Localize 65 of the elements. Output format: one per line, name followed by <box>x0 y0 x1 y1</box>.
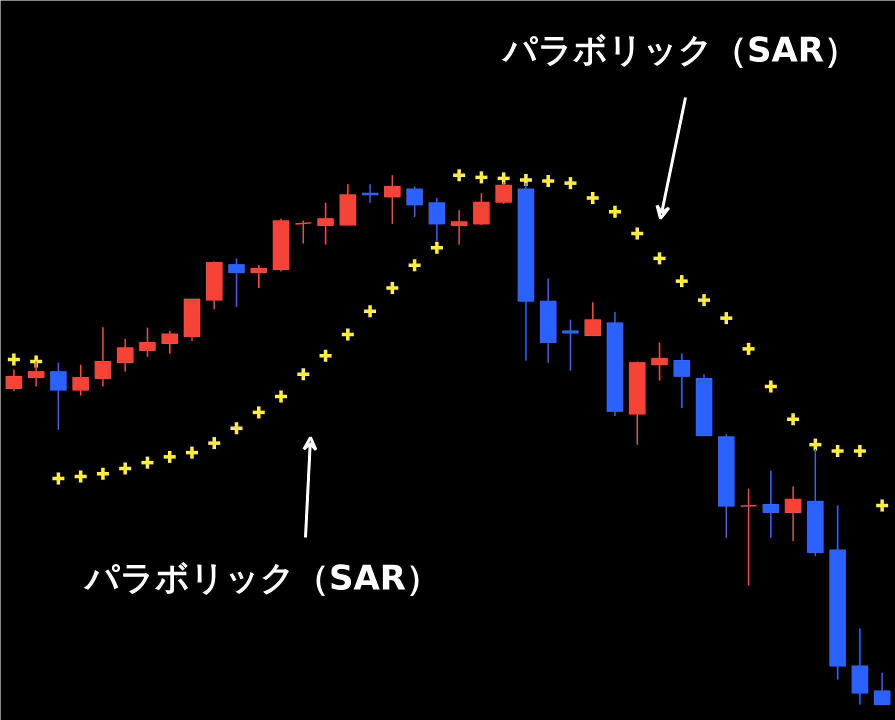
point <box>162 449 178 465</box>
point <box>95 466 111 482</box>
point <box>474 170 490 186</box>
point <box>362 304 378 320</box>
candlestick <box>362 183 378 204</box>
point <box>140 454 156 470</box>
point <box>763 378 779 394</box>
point <box>50 470 66 486</box>
candlestick <box>784 486 802 542</box>
point <box>384 280 400 296</box>
point <box>318 348 334 364</box>
point <box>652 250 668 266</box>
point <box>584 190 600 206</box>
point <box>518 172 534 188</box>
point <box>830 443 846 459</box>
candlestick <box>562 318 579 372</box>
candlestick <box>384 174 401 225</box>
point <box>696 292 712 308</box>
point <box>674 273 690 289</box>
candlestick <box>651 342 668 382</box>
point <box>340 326 356 342</box>
point <box>429 240 445 256</box>
candlestick <box>72 364 89 396</box>
point <box>451 167 467 183</box>
point <box>718 310 734 326</box>
candlestick <box>250 264 268 289</box>
candlestick <box>740 488 758 586</box>
point <box>808 436 824 452</box>
candlestick <box>473 192 490 226</box>
point <box>206 435 222 451</box>
point <box>874 498 890 514</box>
point <box>607 204 623 220</box>
point <box>6 352 22 368</box>
point <box>852 443 868 459</box>
point <box>629 226 645 242</box>
candlestick <box>450 209 468 246</box>
candlestick <box>294 220 312 244</box>
point <box>251 404 267 420</box>
point <box>117 460 133 476</box>
point <box>496 170 512 186</box>
point <box>562 175 578 191</box>
point <box>540 173 556 189</box>
candlestick <box>161 330 178 354</box>
candlestick <box>94 326 112 388</box>
candlestick <box>6 368 22 392</box>
text: パラボリック（SAR） <box>501 30 858 70</box>
candlestick <box>139 326 156 358</box>
candlestick <box>116 338 134 372</box>
point <box>273 388 289 404</box>
candlestick <box>228 258 245 308</box>
point <box>228 420 244 436</box>
candlestick <box>762 470 780 539</box>
annotation: パラボリック（SAR） <box>83 558 440 598</box>
point <box>296 366 312 382</box>
point <box>785 412 801 428</box>
candlestick <box>50 362 67 431</box>
point <box>72 468 88 484</box>
candlestick <box>317 202 334 246</box>
point <box>406 257 422 273</box>
candlestick <box>406 186 423 218</box>
point <box>740 341 756 357</box>
candlestick <box>673 352 690 409</box>
candlestick <box>874 672 890 706</box>
candlestick <box>584 302 602 336</box>
point <box>184 444 200 460</box>
